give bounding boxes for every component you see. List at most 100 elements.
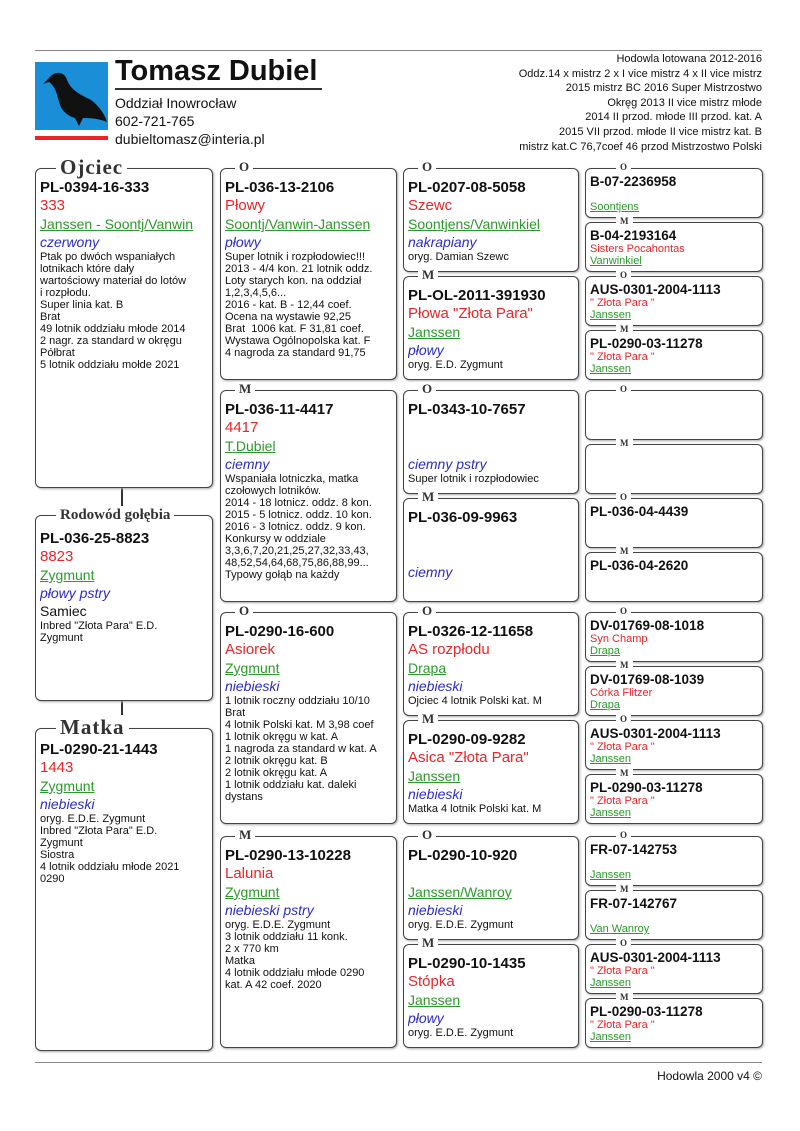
pigeon-color: niebieski bbox=[408, 678, 463, 694]
achievements: Hodowla lotowana 2012-2016 Oddz.14 x mist… bbox=[519, 52, 762, 154]
spacer bbox=[408, 527, 576, 545]
pigeon-note: Brat bbox=[225, 707, 246, 719]
pigeon-ring: AUS-0301-2004-1113 bbox=[590, 950, 721, 965]
pigeon-color: ciemny bbox=[408, 564, 453, 580]
spacer bbox=[590, 911, 760, 923]
pigeon-ring: PL-036-11-4417 bbox=[225, 401, 334, 418]
pigeon-card: M DV-01769-08-1039 Córka Flitzer Drapa bbox=[585, 660, 763, 716]
pigeon-card: O PL-0290-16-600 Asiorek Zygmunt niebieski 1 … bbox=[220, 604, 397, 824]
pigeon-note: Loty starych kon. na oddział bbox=[225, 275, 362, 287]
pigeon-note: Brat 1006 kat. F 31,81 coef. bbox=[225, 323, 364, 335]
parent-label: O bbox=[616, 384, 632, 394]
pigeon-strain: Zygmunt bbox=[40, 567, 95, 583]
pigeon-name: Stópka bbox=[408, 973, 455, 990]
pigeon-ring: PL-036-04-2620 bbox=[590, 558, 689, 573]
pigeon-note: 2 lotnik okręgu kat. B bbox=[225, 755, 328, 767]
pigeon-color: nakrapiany bbox=[408, 234, 477, 250]
pigeon-strain: Soontjens/Vanwinkiel bbox=[408, 216, 541, 232]
pigeon-strain: Janssen bbox=[408, 992, 461, 1008]
pigeon-ring: PL-0290-03-11278 bbox=[590, 780, 703, 795]
pigeon-strain: Janssen bbox=[590, 309, 631, 321]
spacer bbox=[590, 519, 760, 531]
pigeon-card: M PL-036-04-2620 bbox=[585, 546, 763, 602]
parent-label: M bbox=[616, 660, 633, 670]
pigeon-name: " Złota Para " bbox=[590, 795, 655, 807]
connector bbox=[121, 700, 123, 728]
pigeon-card: O PL-036-13-2106 Płowy Soontj/Vanwin-Jansse… bbox=[220, 160, 397, 380]
pigeon-note: 2013 - 4/4 kon. 21 lotnik oddz. bbox=[225, 263, 373, 275]
pigeon-ring: FR-07-142767 bbox=[590, 896, 678, 911]
pigeon-card: O PL-0207-08-5058 Szewc Soontjens/Vanwinkie… bbox=[403, 160, 579, 272]
card-body: DV-01769-08-1018 Syn Champ Drapa bbox=[590, 618, 760, 658]
pigeon-ring: AUS-0301-2004-1113 bbox=[590, 726, 721, 741]
pigeon-card: M FR-07-142767 Van Wanroy bbox=[585, 884, 763, 940]
pigeon-strain: T.Dubiel bbox=[225, 438, 276, 454]
pigeon-name: Szewc bbox=[408, 197, 453, 214]
pigeon-ring: PL-0207-08-5058 bbox=[408, 179, 526, 196]
pigeon-strain: Zygmunt bbox=[225, 660, 280, 676]
pigeon-name: Płowa "Złota Para" bbox=[408, 305, 533, 322]
pigeon-strain: Janssen bbox=[408, 324, 461, 340]
pigeon-name: " Złota Para " bbox=[590, 965, 655, 977]
pigeon-color: niebieski bbox=[40, 796, 95, 812]
pigeon-color: płowy bbox=[408, 1010, 444, 1026]
parent-label: M bbox=[616, 324, 633, 334]
achievement-line: Hodowla lotowana 2012-2016 bbox=[616, 53, 762, 65]
parent-label: M bbox=[616, 438, 633, 448]
pigeon-name: Córka Flitzer bbox=[590, 687, 653, 699]
pigeon-strain: Drapa bbox=[590, 699, 620, 711]
pigeon-note: Matka bbox=[225, 955, 255, 967]
pigeon-strain: Soontj/Vanwin-Janssen bbox=[225, 216, 371, 232]
card-body: PL-0394-16-333 333 Janssen - Soontj/Vanwin… bbox=[40, 179, 210, 371]
card-title: Rodowód gołębia bbox=[56, 506, 175, 524]
pigeon-strain: Janssen bbox=[590, 869, 631, 881]
pigeon-note: 1 nagroda za standard w kat. A bbox=[225, 743, 377, 755]
pigeon-note: Wspaniała lotniczka, matka bbox=[225, 473, 359, 485]
pigeon-note: czołowych lotników. bbox=[225, 485, 321, 497]
achievement-line: Oddz.14 x mistrz 2 x I vice mistrz 4 x I… bbox=[518, 67, 762, 80]
pigeon-color: niebieski bbox=[408, 786, 463, 802]
pigeon-card: M PL-0290-03-11278 " Złota Para " Janssen bbox=[585, 768, 763, 824]
parent-label: O bbox=[616, 606, 632, 616]
pigeon-ring: PL-036-09-9963 bbox=[408, 509, 518, 526]
card-body: PL-036-04-4439 bbox=[590, 504, 760, 544]
parent-label: M bbox=[616, 884, 633, 894]
pigeon-note: Ptak po dwóch wspaniałych bbox=[40, 251, 176, 263]
parent-label: M bbox=[616, 768, 633, 778]
card-body: PL-0326-12-11658 AS rozpłodu Drapa niebiesk… bbox=[408, 623, 576, 707]
pigeon-name: " Złota Para " bbox=[590, 1019, 655, 1031]
pigeon-note: 2016 - kat. B - 12,44 coef. bbox=[225, 299, 352, 311]
pigeon-note: oryg. E.D.E. Zygmunt bbox=[408, 1027, 514, 1039]
pigeon-card: O B-07-2236958 Soontjens bbox=[585, 162, 763, 218]
parent-label: O bbox=[616, 830, 632, 840]
card-body: PL-036-13-2106 Płowy Soontj/Vanwin-Janssen… bbox=[225, 179, 394, 359]
pigeon-note: 0290 bbox=[40, 873, 65, 885]
pigeon-name: Sisters Pocahontas bbox=[590, 243, 685, 255]
pigeon-ring: DV-01769-08-1018 bbox=[590, 618, 705, 633]
pigeon-ring: DV-01769-08-1039 bbox=[590, 672, 705, 687]
spacer bbox=[408, 545, 576, 563]
pigeon-note: Super lotnik i rozpłodowiec!!! bbox=[225, 251, 366, 263]
card-title: Matka bbox=[56, 715, 129, 739]
pigeon-note: 48,52,54,64,68,75,86,88,99... bbox=[225, 557, 369, 569]
pigeon-note: Matka 4 lotnik Polski kat. M bbox=[408, 803, 542, 815]
parent-label: M bbox=[616, 216, 633, 226]
achievement-line: 2015 VII przod. młode II vice mistrz kat… bbox=[559, 125, 762, 138]
pigeon-strain: Drapa bbox=[408, 660, 447, 676]
parent-label: O bbox=[616, 714, 632, 724]
pigeon-card: M PL-036-11-4417 4417 T.Dubiel ciemny Wspania… bbox=[220, 382, 397, 602]
pigeon-ring: PL-0394-16-333 bbox=[40, 179, 150, 196]
achievement-line: 2014 II przod. młode III przod. kat. A bbox=[585, 111, 762, 124]
pigeon-note: 2014 - 18 lotnicz. oddz. 8 kon. bbox=[225, 497, 372, 509]
pigeon-ring: PL-0290-13-10228 bbox=[225, 847, 351, 864]
pigeon-note: 2015 - 5 lotnicz. oddz. 10 kon. bbox=[225, 509, 372, 521]
pigeon-ring: PL-0290-03-11278 bbox=[590, 1004, 703, 1019]
parent-label: O bbox=[235, 160, 254, 174]
pigeon-note: Typowy gołąb na każdy bbox=[225, 569, 340, 581]
spacer bbox=[590, 477, 760, 490]
pigeon-note: 3,3,6,7,20,21,25,27,32,33,43, bbox=[225, 545, 369, 557]
pigeon-note: dystans bbox=[225, 791, 263, 803]
pigeon-card: M PL-0290-03-11278 " Złota Para " Janssen bbox=[585, 324, 763, 380]
card-body: PL-OL-2011-391930 Płowa "Złota Para" Janss… bbox=[408, 287, 576, 371]
parent-label: M bbox=[616, 546, 633, 556]
